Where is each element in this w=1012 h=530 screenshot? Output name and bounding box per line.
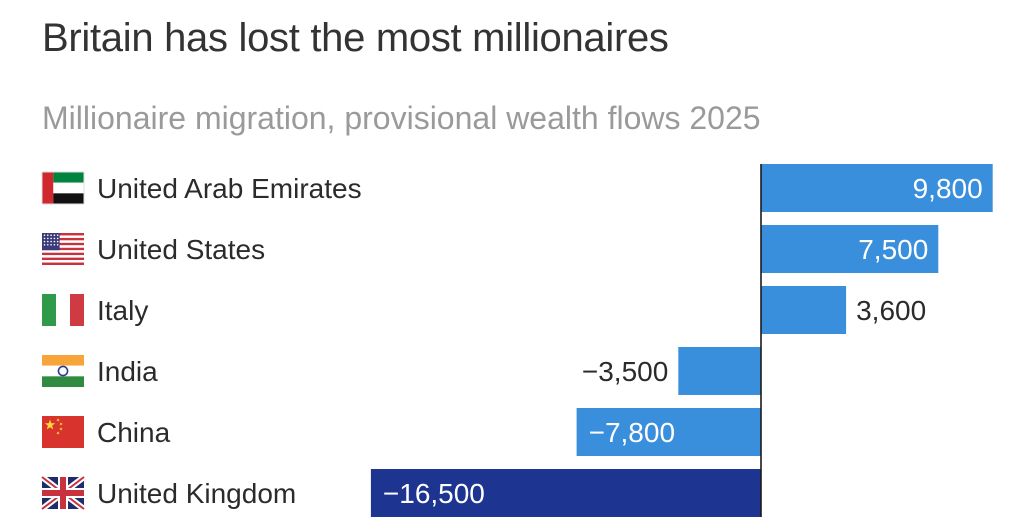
category-label: India [97, 356, 158, 387]
data-label: 9,800 [913, 173, 983, 204]
bar [370, 469, 761, 517]
category-label: United States [97, 234, 265, 265]
category-label: United Arab Emirates [97, 173, 362, 204]
uk-flag-icon [40, 474, 86, 512]
bar [761, 286, 847, 334]
category-label: United Kingdom [97, 478, 296, 509]
bar-row: India −3,500 [42, 347, 761, 395]
category-label: Italy [97, 295, 148, 326]
data-label: 3,600 [856, 295, 926, 326]
china-flag-icon [42, 416, 84, 448]
italy-flag-icon [42, 294, 84, 326]
data-label: −3,500 [582, 356, 668, 387]
bar-row: Italy 3,600 [42, 286, 926, 334]
chart-subtitle: Millionaire migration, provisional wealt… [42, 100, 761, 136]
data-label: 7,500 [858, 234, 928, 265]
us-flag-icon [42, 233, 84, 265]
chart-title: Britain has lost the most millionaires [42, 16, 669, 60]
bar [761, 164, 993, 212]
bar-row: United States 7,500 [42, 225, 939, 273]
bar [678, 347, 761, 395]
category-label: China [97, 417, 171, 448]
bar-row: United Arab Emirates 9,800 [41, 164, 993, 212]
india-flag-icon [42, 355, 84, 387]
bar [761, 225, 939, 273]
bar-row: China −7,800 [42, 408, 761, 456]
data-label: −7,800 [589, 417, 675, 448]
uae-flag-icon [41, 171, 85, 205]
bar [576, 408, 761, 456]
data-label: −16,500 [383, 478, 485, 509]
bar-row: United Kingdom −16,500 [40, 469, 761, 517]
